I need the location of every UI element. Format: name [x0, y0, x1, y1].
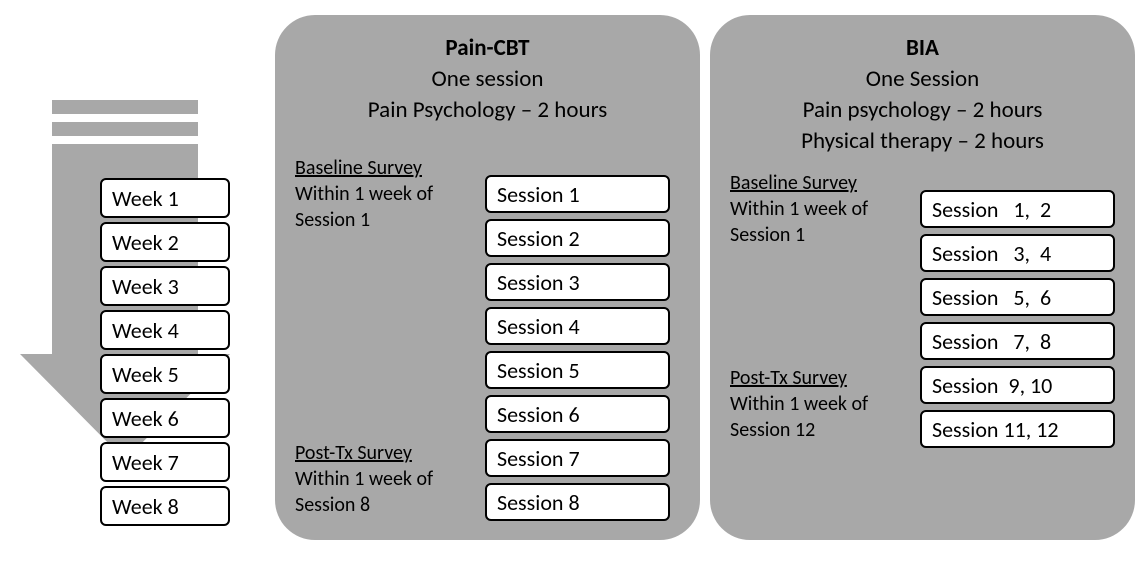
- week-box: Week 4: [100, 310, 230, 350]
- cbt-sessions-column: Session 1 Session 2 Session 3 Session 4 …: [485, 175, 670, 521]
- session-box: Session 1: [485, 175, 670, 213]
- diagram-stage: Week 1 Week 2 Week 3 Week 4 Week 5 Week …: [0, 0, 1138, 570]
- panel-bia-title: BIA: [710, 33, 1135, 64]
- cbt-post-title: Post-Tx Survey: [295, 440, 470, 466]
- session-box: Session 3: [485, 263, 670, 301]
- cbt-baseline-title: Baseline Survey: [295, 155, 470, 181]
- session-box: Session 5, 6: [920, 278, 1115, 316]
- week-box: Week 8: [100, 486, 230, 526]
- week-box: Week 3: [100, 266, 230, 306]
- panel-bia-line2: Pain psychology – 2 hours: [710, 95, 1135, 126]
- panel-pain-cbt: Pain-CBT One session Pain Psychology – 2…: [275, 15, 700, 540]
- session-box: Session 8: [485, 483, 670, 521]
- session-box: Session 1, 2: [920, 190, 1115, 228]
- cbt-post-survey: Post-Tx Survey Within 1 week of Session …: [295, 440, 470, 518]
- bia-post-title: Post-Tx Survey: [730, 365, 905, 391]
- panel-cbt-title: Pain-CBT: [275, 33, 700, 64]
- week-box: Week 7: [100, 442, 230, 482]
- session-box: Session 7: [485, 439, 670, 477]
- bia-sessions-column: Session 1, 2 Session 3, 4 Session 5, 6 S…: [920, 190, 1115, 448]
- bia-baseline-title: Baseline Survey: [730, 170, 905, 196]
- week-box: Week 2: [100, 222, 230, 262]
- panel-bia-line1: One Session: [710, 64, 1135, 95]
- session-box: Session 5: [485, 351, 670, 389]
- panel-cbt-header: Pain-CBT One session Pain Psychology – 2…: [275, 15, 700, 126]
- cbt-baseline-sub: Within 1 week of Session 1: [295, 181, 470, 233]
- panel-cbt-line2: Pain Psychology – 2 hours: [275, 95, 700, 126]
- session-box: Session 2: [485, 219, 670, 257]
- bia-post-survey: Post-Tx Survey Within 1 week of Session …: [730, 365, 905, 443]
- week-box: Week 5: [100, 354, 230, 394]
- cbt-post-sub: Within 1 week of Session 8: [295, 466, 470, 518]
- panel-bia-header: BIA One Session Pain psychology – 2 hour…: [710, 15, 1135, 157]
- session-box: Session 7, 8: [920, 322, 1115, 360]
- week-box: Week 6: [100, 398, 230, 438]
- session-box: Session 6: [485, 395, 670, 433]
- session-box: Session 3, 4: [920, 234, 1115, 272]
- bia-baseline-survey: Baseline Survey Within 1 week of Session…: [730, 170, 905, 248]
- session-box: Session 4: [485, 307, 670, 345]
- session-box: Session 9, 10: [920, 366, 1115, 404]
- panel-bia: BIA One Session Pain psychology – 2 hour…: [710, 15, 1135, 540]
- panel-bia-line3: Physical therapy – 2 hours: [710, 126, 1135, 157]
- panel-cbt-line1: One session: [275, 64, 700, 95]
- weeks-column: Week 1 Week 2 Week 3 Week 4 Week 5 Week …: [100, 178, 230, 526]
- session-box: Session 11, 12: [920, 410, 1115, 448]
- bia-baseline-sub: Within 1 week of Session 1: [730, 196, 905, 248]
- week-box: Week 1: [100, 178, 230, 218]
- cbt-baseline-survey: Baseline Survey Within 1 week of Session…: [295, 155, 470, 233]
- bia-post-sub: Within 1 week of Session 12: [730, 391, 905, 443]
